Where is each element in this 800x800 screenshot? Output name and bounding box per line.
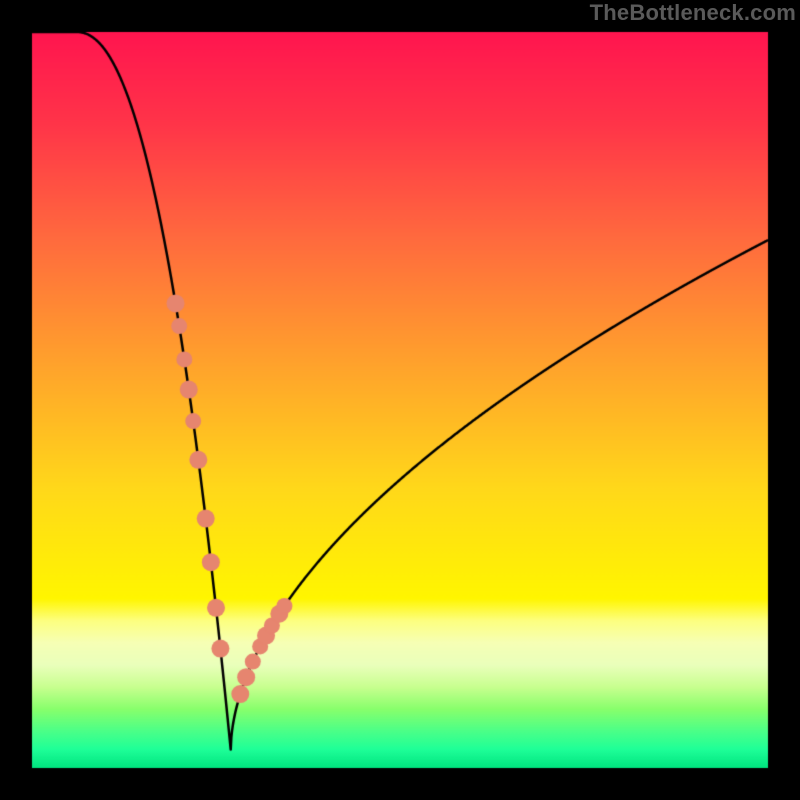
watermark-text: TheBottleneck.com <box>590 0 796 26</box>
bottleneck-curve-chart <box>0 0 800 800</box>
chart-container: TheBottleneck.com <box>0 0 800 800</box>
